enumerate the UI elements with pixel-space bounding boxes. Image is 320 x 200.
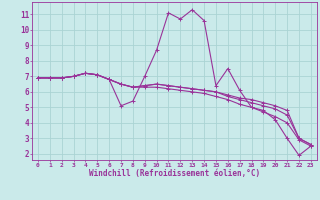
X-axis label: Windchill (Refroidissement éolien,°C): Windchill (Refroidissement éolien,°C) [89,169,260,178]
